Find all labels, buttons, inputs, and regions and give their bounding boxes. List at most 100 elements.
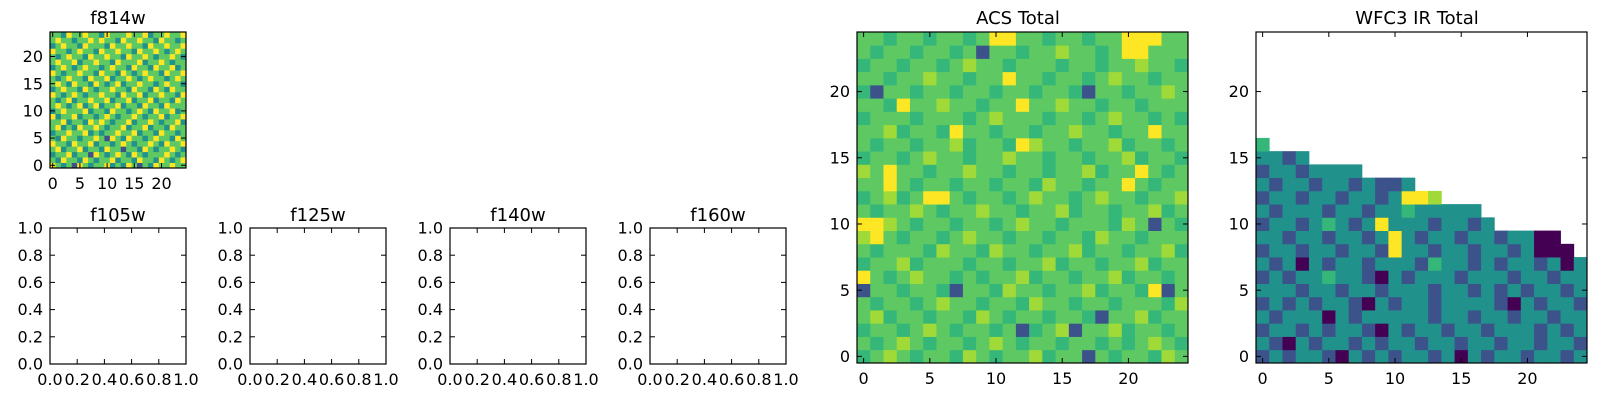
heatmap-cell (93, 108, 100, 114)
heatmap-cell (158, 37, 165, 44)
heatmap-cell (93, 91, 100, 98)
heatmap-cell (126, 64, 132, 71)
heatmap-cell (870, 190, 884, 205)
heatmap-cell (1135, 84, 1149, 99)
heatmap-cell (1135, 164, 1149, 179)
heatmap-cell (1467, 270, 1482, 284)
heatmap-cell (976, 151, 990, 165)
heatmap-cell (870, 98, 884, 112)
x-tick-label: 1.0 (573, 370, 598, 389)
heatmap-cell (1295, 190, 1310, 205)
heatmap-cell (104, 151, 111, 158)
heatmap-cell (1414, 310, 1429, 324)
heatmap-cell (126, 124, 132, 131)
heatmap-cell (962, 45, 977, 59)
heatmap-cell (1335, 283, 1350, 298)
heatmap-cell (1401, 336, 1416, 351)
heatmap-cell (989, 217, 1004, 231)
heatmap-cell (936, 204, 951, 218)
heatmap-cell (77, 140, 84, 147)
heatmap-cell (55, 140, 62, 147)
heatmap-cell (1282, 177, 1297, 192)
heatmap-cell (142, 162, 149, 169)
heatmap-cell (857, 137, 871, 152)
heatmap-cell (109, 70, 116, 76)
heatmap-cell (923, 310, 937, 324)
heatmap-cell (976, 164, 990, 179)
heatmap-cell (1375, 190, 1389, 205)
heatmap-cell (896, 296, 911, 311)
heatmap-cell (82, 124, 89, 131)
y-tick-label: 1.0 (18, 219, 43, 238)
heatmap-cell (1507, 270, 1522, 284)
x-tick-label: 0.8 (346, 370, 371, 389)
heatmap-cell (93, 135, 100, 142)
heatmap-cell (98, 151, 105, 158)
heatmap-cell (1348, 296, 1363, 311)
heatmap-cell (1322, 296, 1336, 311)
heatmap-cell (1467, 257, 1482, 271)
heatmap-cell (71, 48, 78, 55)
heatmap-cell (883, 177, 898, 192)
heatmap-cell (909, 164, 924, 179)
heatmap-cell (949, 230, 964, 245)
heatmap-cell (1042, 45, 1056, 59)
heatmap-cell (870, 270, 884, 284)
heatmap-cell (88, 113, 94, 120)
heatmap-cell (147, 32, 154, 38)
heatmap-cell (989, 190, 1004, 205)
heatmap-cell (1282, 230, 1297, 245)
heatmap-cell (109, 162, 116, 169)
heatmap-cell (1454, 204, 1469, 218)
heatmap-cell (66, 91, 73, 98)
heatmap-cell (93, 86, 100, 93)
heatmap-cell (126, 113, 132, 120)
heatmap-cell (1029, 270, 1043, 284)
heatmap-cell (1121, 349, 1136, 364)
heatmap-cell (137, 37, 143, 44)
heatmap-cell (883, 190, 898, 205)
heatmap-cell (1414, 217, 1429, 231)
heatmap-cell (1095, 111, 1109, 126)
heatmap-cell (909, 71, 924, 86)
heatmap-cell (936, 32, 951, 46)
heatmap-cell (883, 204, 898, 218)
heatmap-cell (1015, 71, 1030, 86)
heatmap-cell (1148, 84, 1162, 99)
heatmap-cell (1082, 98, 1096, 112)
heatmap-cell (82, 146, 89, 153)
heatmap-cell (98, 135, 105, 142)
heatmap-cell (1042, 111, 1056, 126)
heatmap-cell (1361, 177, 1376, 192)
heatmap-cell (909, 137, 924, 152)
heatmap-cell (1161, 217, 1176, 231)
heatmap-cell (896, 111, 911, 126)
heatmap-cell (93, 129, 100, 136)
heatmap-cell (104, 42, 111, 49)
heatmap-cell (1135, 283, 1149, 298)
heatmap-cell (1282, 310, 1297, 324)
heatmap-cell (169, 80, 176, 87)
heatmap-cell (1148, 58, 1162, 73)
heatmap-cell (1015, 323, 1030, 337)
heatmap-cell (1454, 310, 1469, 324)
heatmap-cell (158, 91, 165, 98)
heatmap-cell (1121, 190, 1136, 205)
heatmap-cell (1148, 177, 1162, 192)
heatmap-cell (1388, 243, 1403, 258)
heatmap-cell (896, 164, 911, 179)
heatmap-cell (883, 32, 898, 46)
heatmap-cell (175, 91, 181, 98)
heatmap-cell (120, 80, 127, 87)
heatmap-cell (175, 124, 181, 131)
heatmap-cell (158, 157, 165, 163)
heatmap-cell (1068, 58, 1083, 73)
heatmap-cell (115, 59, 122, 66)
heatmap-cell (88, 135, 94, 142)
heatmap-cell (1108, 296, 1123, 311)
heatmap-cell (1095, 349, 1109, 364)
heatmap-cell (976, 98, 990, 112)
heatmap-cell (1494, 349, 1508, 364)
heatmap-cell (169, 140, 176, 147)
